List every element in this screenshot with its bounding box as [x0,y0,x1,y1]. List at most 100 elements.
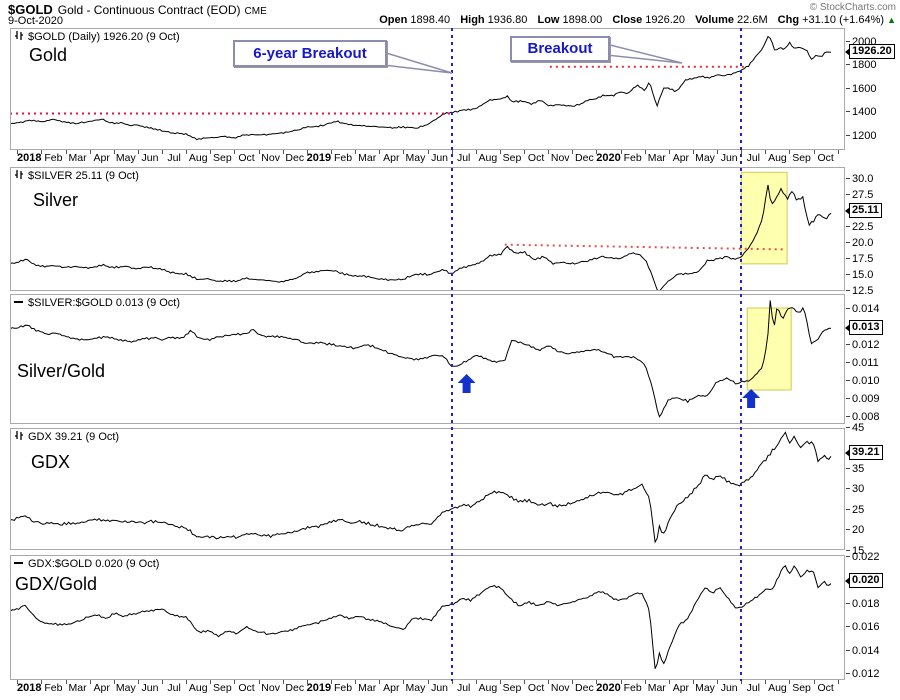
vertical-dotted-annotation-line [740,28,743,681]
x-tick-label: Sep [502,682,522,694]
x-tick-mark [282,150,284,154]
callout-breakout: Breakout [510,36,610,62]
panel-silver-gold-ratio-plot [11,300,832,418]
callout-6-year-breakout-tail [382,50,453,74]
x-tick-mark [137,150,139,154]
y-tick-label: 30 [846,483,864,495]
x-tick-mark [41,150,43,154]
change-value: +31.10 (+1.64%) [802,14,885,26]
x-tick-mark [499,680,501,684]
x-tick-label: Apr [93,682,110,694]
x-tick-label: May [405,682,426,694]
close-label: Close [612,14,643,26]
x-tick-mark [330,150,332,154]
x-tick-mark [620,150,622,154]
panel-label-silver: Silver [33,190,79,210]
low-value: 1898.00 [562,14,603,26]
x-tick-label: Apr [672,682,690,694]
panel-gold-plot [11,35,832,141]
x-tick-label: Jul [456,152,471,164]
x-tick-label: May [115,682,136,694]
line-style-icon [14,301,23,303]
x-tick-mark [524,680,526,684]
x-tick-mark [475,150,477,154]
panel-label-silver-gold-ratio: Silver/Gold [17,361,106,381]
x-tick-label: Oct [238,152,255,164]
y-tick-label: 35 [846,463,864,475]
y-tick-label: 0.011 [846,357,879,369]
x-tick-mark [137,680,139,684]
x-tick-mark [572,150,574,154]
panel-gold: $GOLD (Daily) 1926.20 (9 Oct) Gold [10,28,845,150]
x-tick-label: Apr [383,152,400,164]
quote-strip: Open 1898.40 High 1936.80 Low 1898.00 Close… [372,14,896,26]
x-tick-label: Apr [93,152,110,164]
x-tick-mark [765,680,767,684]
legend-gold: $GOLD (Daily) 1926.20 (9 Oct) [14,30,180,43]
x-tick-label: Dec [575,682,594,694]
y-tick-label: 15.0 [846,269,873,281]
x-tick-mark [113,680,115,684]
x-tick-label: Aug [478,152,498,164]
x-axis-strip-bottom: 2018 Feb Mar Apr May Jun Jul Aug Sep Oct Nov Dec 201… [10,680,845,696]
x-tick-label: Oct [527,152,545,164]
legend-text: $SILVER:$GOLD 0.013 (9 Oct) [28,297,181,309]
x-tick-mark [306,680,308,684]
price-bars-icon [15,170,23,179]
x-tick-label: Jul [167,682,181,694]
price-line [11,35,832,141]
x-axis-strip-top: 2018 Feb Mar Apr May Jun Jul Aug Sep Oct Nov Dec 201… [10,150,845,166]
x-tick-mark [403,150,405,154]
x-tick-label: Nov [261,682,280,694]
close-value: 1926.20 [645,14,686,26]
symbol-description: Gold - Continuous Contract (EOD) [57,3,241,17]
x-tick-label: Feb [623,682,642,694]
x-tick-label: Mar [68,682,87,694]
x-tick-label: Oct [527,682,545,694]
x-tick-label: Apr [383,682,400,694]
panel-silver-plot [11,171,832,290]
y-tick-label: 1400 [846,106,876,118]
price-label-silver: 25.11 [845,203,882,219]
x-tick-label: Nov [550,682,570,694]
volume-value: 22.6M [737,14,768,26]
chart-date: 9-Oct-2020 [8,15,64,27]
x-tick-mark [813,680,815,684]
panel-label-gdx: GDX [31,452,71,472]
x-tick-label: 2019 [306,152,332,164]
x-tick-label: Dec [575,152,594,164]
x-tick-mark [596,150,598,154]
high-label: High [460,14,485,26]
x-tick-label: Jul [746,152,760,164]
x-tick-mark [282,680,284,684]
x-tick-label: Mar [647,152,666,164]
vertical-dotted-annotation-line [450,28,453,681]
x-tick-mark [210,680,212,684]
x-tick-mark [403,680,405,684]
line-style-icon [14,562,23,564]
x-tick-mark [475,680,477,684]
x-tick-label: Mar [647,682,666,694]
x-tick-mark [548,680,550,684]
x-tick-label: Mar [358,682,377,694]
x-tick-mark [17,680,19,684]
open-value: 1898.40 [410,14,451,26]
panel-silver: $SILVER 25.11 (9 Oct) Silver [10,167,845,291]
x-tick-label: 2020 [596,682,621,694]
x-tick-label: Feb [44,152,63,164]
exchange-label: CME [244,6,267,17]
x-tick-mark [644,150,646,154]
x-tick-label: 2018 [17,152,42,164]
x-tick-label: 2020 [596,152,621,164]
y-tick-label: 22.5 [846,221,873,233]
y-tick-label: 1200 [846,130,876,142]
x-tick-mark [692,680,694,684]
change-label: Chg [777,14,800,26]
x-tick-mark [41,680,43,684]
x-tick-mark [789,680,791,684]
x-tick-label: Aug [188,152,208,164]
x-tick-label: Jun [141,152,159,164]
x-tick-label: May [695,682,715,694]
y-tick-label: 0.010 [846,375,880,387]
